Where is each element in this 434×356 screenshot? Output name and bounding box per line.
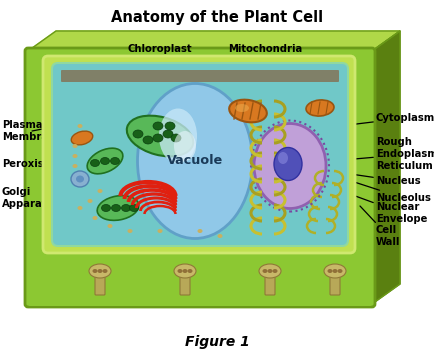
Ellipse shape	[197, 229, 202, 233]
Ellipse shape	[126, 116, 193, 156]
Text: Rough
Endoplasmic
Reticulum: Rough Endoplasmic Reticulum	[273, 137, 434, 171]
Ellipse shape	[87, 199, 92, 203]
Ellipse shape	[171, 134, 181, 142]
Ellipse shape	[164, 122, 174, 130]
Ellipse shape	[217, 234, 222, 238]
Ellipse shape	[72, 164, 77, 168]
Ellipse shape	[100, 157, 109, 164]
Ellipse shape	[97, 196, 138, 220]
Text: Golgi
Apparatus: Golgi Apparatus	[2, 187, 148, 209]
Text: Nuclear
Envelope: Nuclear Envelope	[327, 186, 426, 224]
Ellipse shape	[101, 204, 110, 211]
Ellipse shape	[77, 206, 82, 210]
Ellipse shape	[174, 131, 196, 161]
Text: Nucleus: Nucleus	[329, 171, 420, 186]
Ellipse shape	[87, 148, 122, 174]
Ellipse shape	[262, 269, 267, 273]
Text: Chloroplast: Chloroplast	[128, 44, 192, 101]
Text: Ribosomes: Ribosomes	[129, 234, 190, 266]
Ellipse shape	[163, 130, 173, 138]
Ellipse shape	[97, 269, 102, 273]
Text: Mitochondria: Mitochondria	[227, 44, 302, 100]
Ellipse shape	[153, 134, 163, 142]
FancyBboxPatch shape	[264, 273, 274, 295]
Text: Cell
Wall: Cell Wall	[359, 206, 399, 247]
Ellipse shape	[77, 124, 82, 128]
Ellipse shape	[133, 130, 143, 138]
Polygon shape	[371, 31, 399, 304]
Ellipse shape	[92, 216, 97, 220]
FancyBboxPatch shape	[28, 242, 371, 306]
Ellipse shape	[323, 264, 345, 278]
Ellipse shape	[258, 264, 280, 278]
Ellipse shape	[92, 269, 97, 273]
Ellipse shape	[306, 100, 333, 116]
Ellipse shape	[177, 269, 182, 273]
Ellipse shape	[111, 204, 120, 211]
Ellipse shape	[137, 84, 252, 239]
Ellipse shape	[71, 171, 89, 187]
Ellipse shape	[76, 176, 84, 183]
Ellipse shape	[153, 122, 163, 130]
Ellipse shape	[72, 154, 77, 158]
Ellipse shape	[121, 204, 130, 211]
Ellipse shape	[327, 269, 332, 273]
Ellipse shape	[253, 124, 325, 209]
Ellipse shape	[97, 189, 102, 193]
FancyBboxPatch shape	[52, 63, 347, 246]
Ellipse shape	[272, 269, 277, 273]
Ellipse shape	[72, 144, 77, 148]
FancyBboxPatch shape	[180, 273, 190, 295]
Ellipse shape	[102, 269, 107, 273]
Ellipse shape	[273, 147, 301, 180]
Ellipse shape	[157, 229, 162, 233]
Text: Figure 1: Figure 1	[184, 335, 249, 349]
Text: Smooth
Endoplasmic
Reticulum: Smooth Endoplasmic Reticulum	[234, 201, 315, 293]
Text: Plasmodesmata: Plasmodesmata	[85, 274, 184, 306]
Ellipse shape	[187, 269, 192, 273]
FancyBboxPatch shape	[43, 56, 354, 253]
Ellipse shape	[143, 136, 153, 144]
Text: Nucleolus: Nucleolus	[304, 166, 430, 203]
FancyBboxPatch shape	[61, 70, 338, 82]
FancyBboxPatch shape	[25, 48, 374, 307]
Ellipse shape	[277, 152, 287, 164]
Text: Cytoplasm: Cytoplasm	[339, 113, 434, 126]
Ellipse shape	[182, 269, 187, 273]
Ellipse shape	[90, 159, 99, 167]
Ellipse shape	[110, 157, 119, 164]
FancyBboxPatch shape	[95, 273, 105, 295]
Ellipse shape	[129, 204, 138, 211]
Ellipse shape	[229, 100, 266, 122]
Ellipse shape	[337, 269, 342, 273]
Text: Peroxisome: Peroxisome	[2, 159, 80, 179]
Ellipse shape	[159, 109, 197, 163]
Ellipse shape	[234, 104, 248, 112]
Ellipse shape	[89, 264, 111, 278]
Ellipse shape	[107, 224, 112, 228]
Ellipse shape	[127, 229, 132, 233]
Text: Anatomy of the Plant Cell: Anatomy of the Plant Cell	[111, 10, 322, 25]
Ellipse shape	[71, 131, 92, 145]
Text: Vacuole: Vacuole	[167, 155, 223, 168]
Ellipse shape	[174, 264, 196, 278]
Polygon shape	[28, 31, 399, 51]
Text: Plasma
Membrane: Plasma Membrane	[2, 120, 62, 142]
Ellipse shape	[332, 269, 337, 273]
FancyBboxPatch shape	[329, 273, 339, 295]
Ellipse shape	[267, 269, 272, 273]
